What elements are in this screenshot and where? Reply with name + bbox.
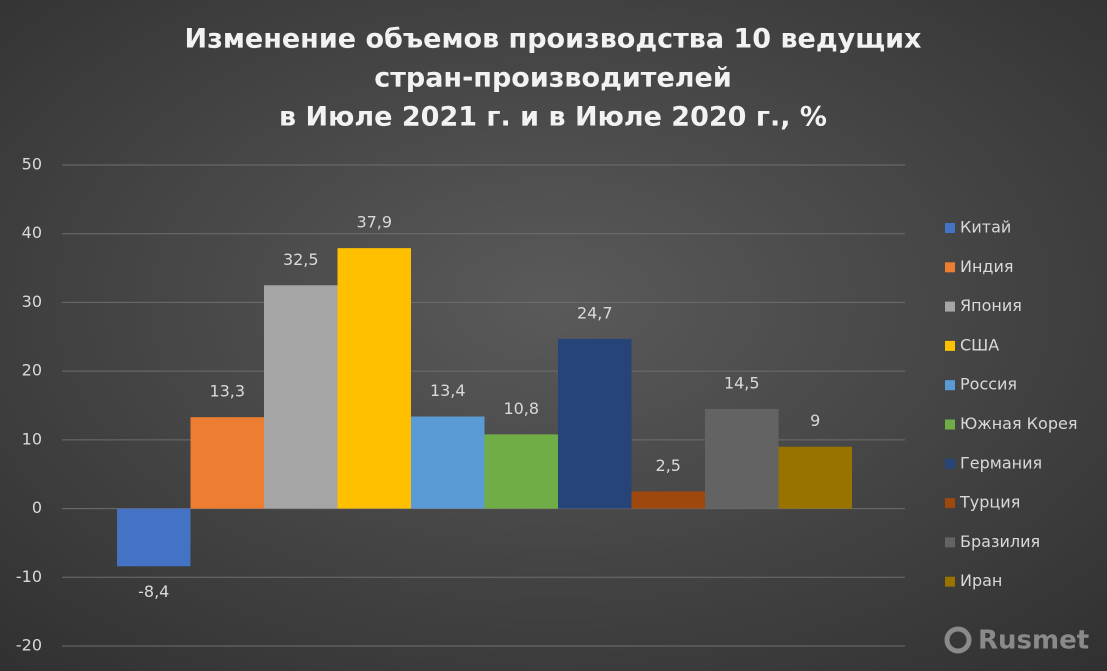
data-label: 32,5 <box>283 250 319 269</box>
y-tick-label: 50 <box>22 155 42 174</box>
data-label: 10,8 <box>503 399 539 418</box>
legend-label: Иран <box>960 571 1002 590</box>
y-tick-label: 20 <box>22 361 42 380</box>
legend-label: США <box>960 335 999 354</box>
legend-label: Германия <box>960 453 1042 472</box>
y-tick-label: 10 <box>22 429 42 448</box>
y-tick-label: -10 <box>16 567 42 586</box>
chart-title: в Июле 2021 г. и в Июле 2020 г., % <box>279 102 827 133</box>
legend-swatch <box>945 419 955 430</box>
bar <box>411 416 485 509</box>
legend-swatch <box>945 537 955 548</box>
bar <box>117 508 191 567</box>
legend-swatch <box>945 498 955 509</box>
y-tick-label: 30 <box>22 292 42 311</box>
watermark: Rusmet <box>978 626 1089 656</box>
bar <box>337 248 411 509</box>
legend-label: Китай <box>960 218 1011 237</box>
data-label: 14,5 <box>724 373 760 392</box>
chart-title: стран-производителей <box>374 63 732 94</box>
data-label: 24,7 <box>577 303 613 322</box>
y-tick-label: 0 <box>32 498 42 517</box>
watermark-icon <box>944 626 972 654</box>
bar <box>705 408 779 509</box>
bar <box>558 338 632 509</box>
legend-label: Россия <box>960 375 1017 394</box>
legend-label: Южная Корея <box>960 414 1077 433</box>
bar <box>631 491 705 509</box>
legend-label: Индия <box>960 257 1014 276</box>
data-label: 13,4 <box>430 381 466 400</box>
data-label: -8,4 <box>138 582 169 601</box>
legend-swatch <box>945 380 955 391</box>
y-tick-label: 40 <box>22 223 42 242</box>
legend-label: Бразилия <box>960 532 1040 551</box>
bar <box>264 285 338 509</box>
bar <box>190 417 264 509</box>
bar <box>778 446 852 509</box>
legend-swatch <box>945 576 955 587</box>
chart-title: Изменение объемов производства 10 ведущи… <box>185 24 922 55</box>
y-tick-label: -20 <box>16 636 42 655</box>
data-label: 9 <box>810 411 820 430</box>
legend-swatch <box>945 262 955 273</box>
legend-label: Турция <box>959 493 1020 512</box>
data-label: 37,9 <box>356 213 392 232</box>
bar <box>484 434 558 509</box>
legend-label: Япония <box>960 296 1022 315</box>
legend-swatch <box>945 223 955 233</box>
data-label: 13,3 <box>209 382 245 401</box>
legend-swatch <box>945 301 955 312</box>
legend-swatch <box>945 458 955 469</box>
data-label: 2,5 <box>656 456 681 475</box>
legend-swatch <box>945 340 955 351</box>
